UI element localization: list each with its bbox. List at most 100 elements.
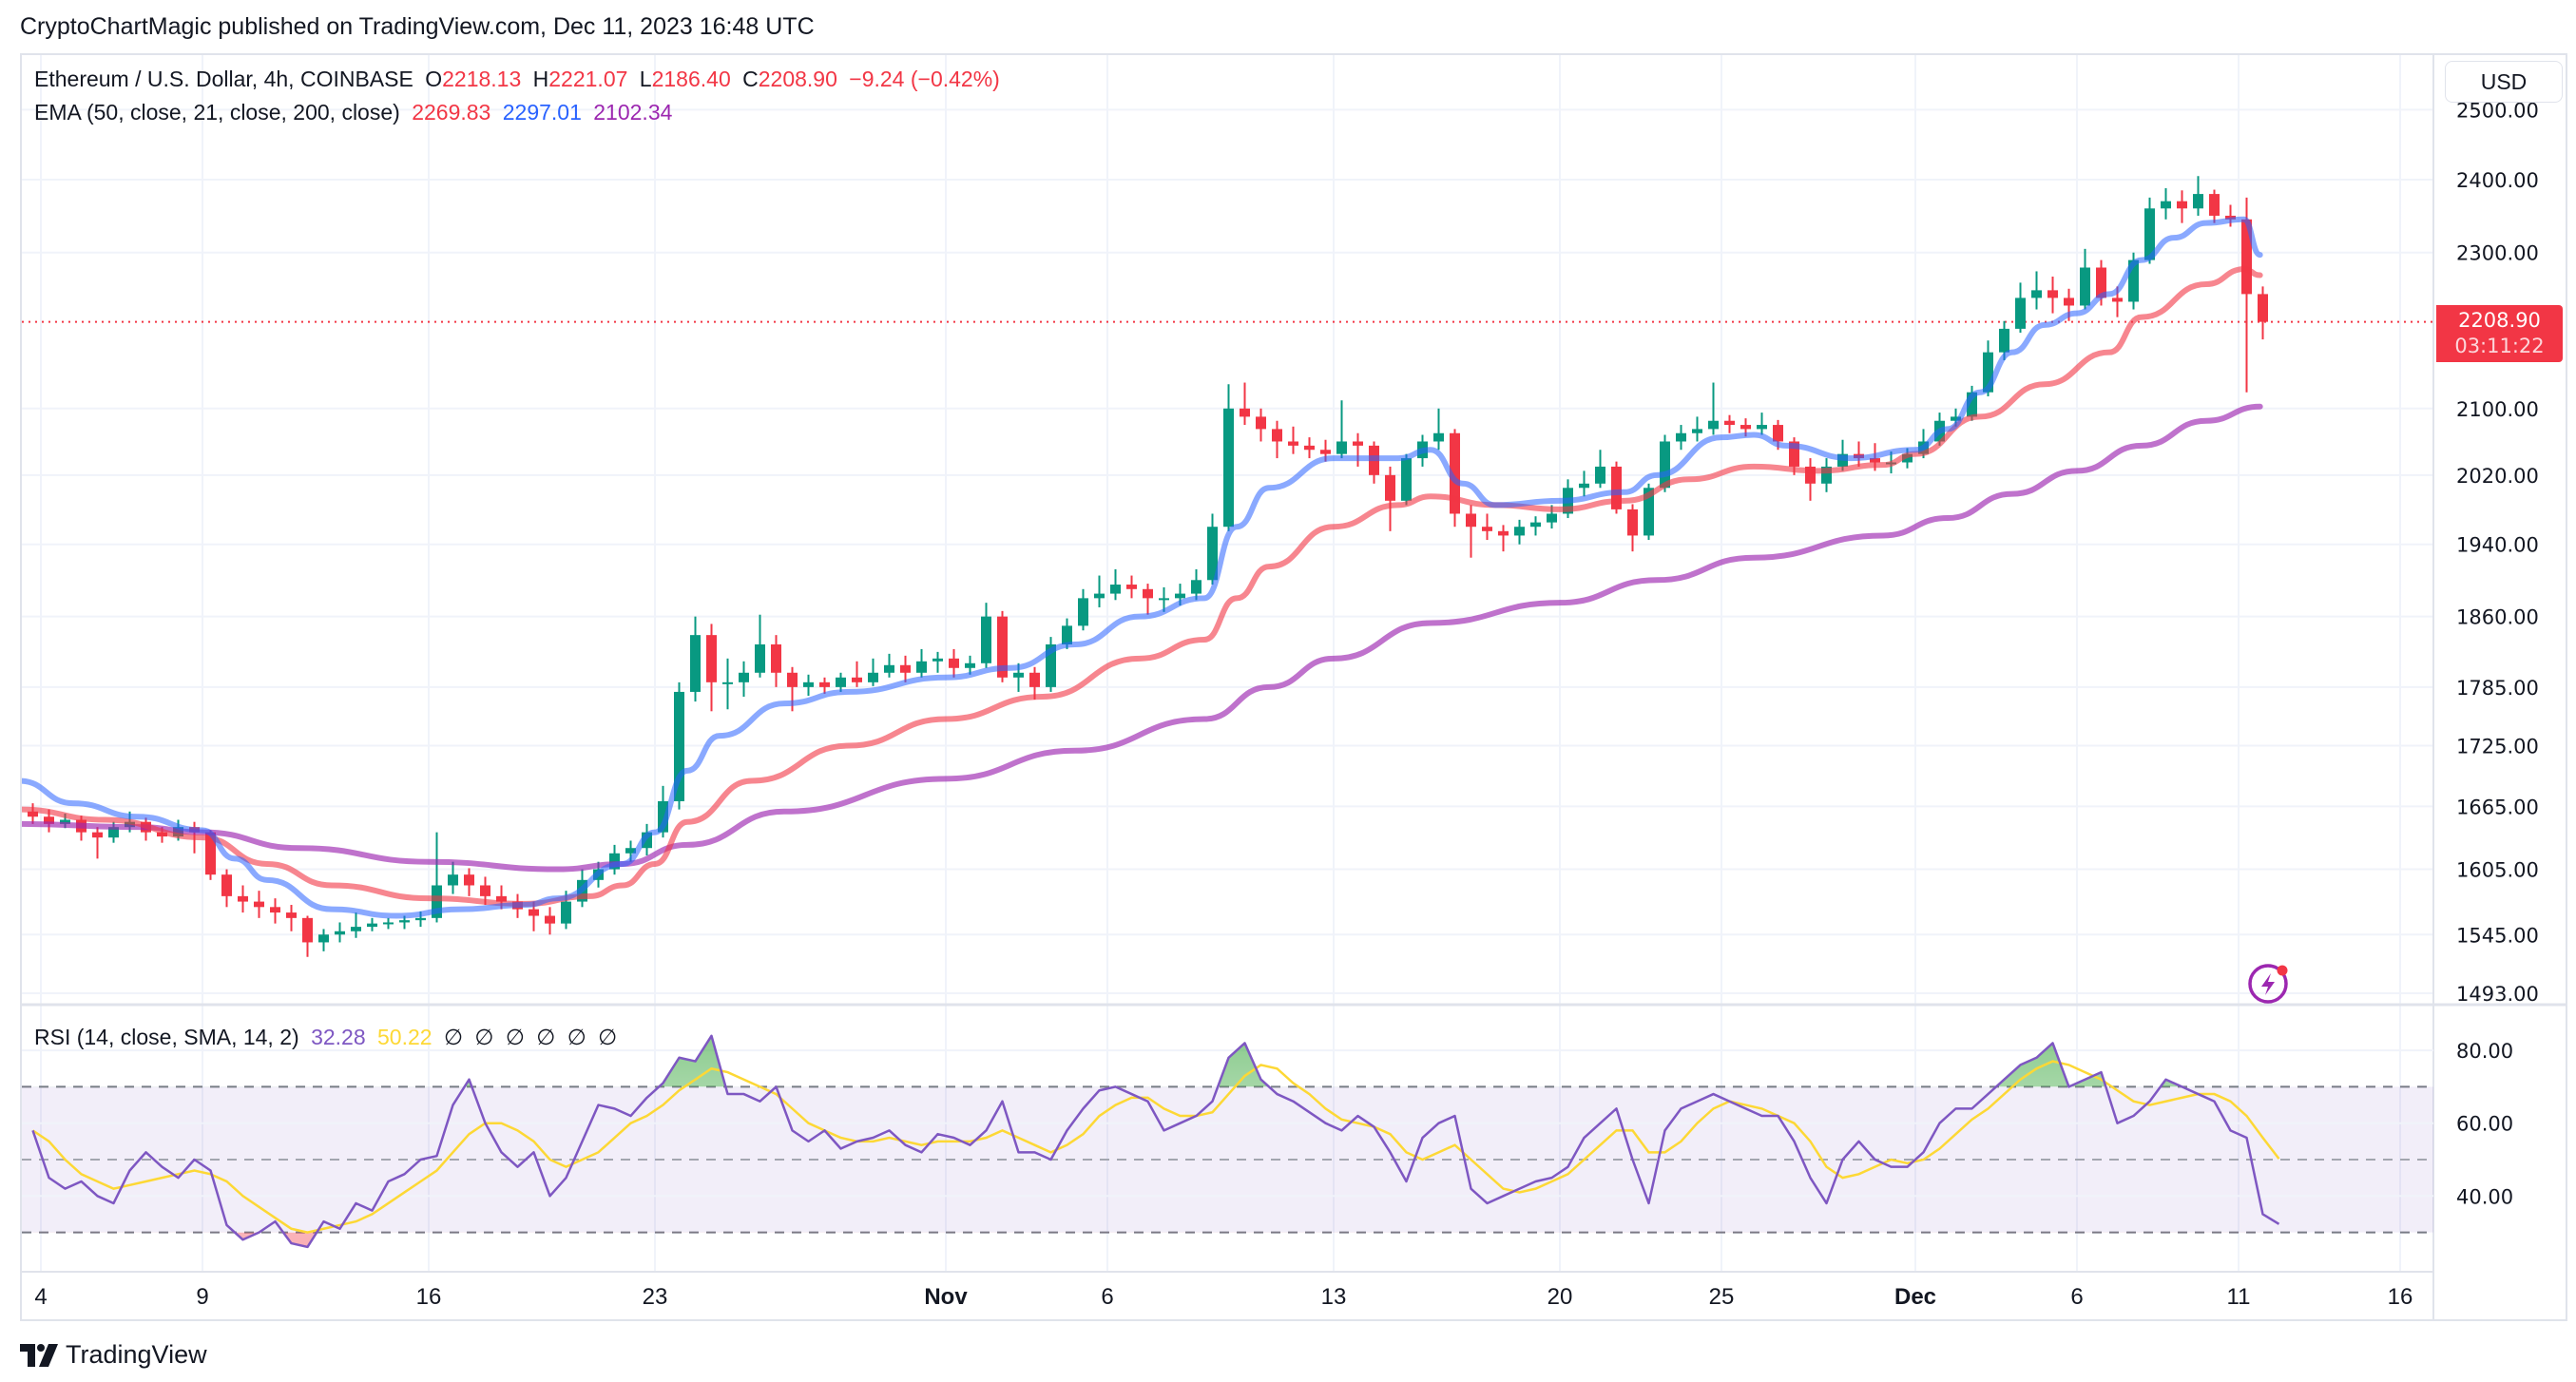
candle-body: [1902, 453, 1913, 463]
candle-body: [2015, 298, 2026, 329]
candle-body: [1353, 441, 1363, 446]
candle-body: [399, 920, 410, 923]
price-tick-label: 1605.00: [2456, 859, 2539, 882]
candle: [1336, 400, 1347, 459]
publisher-line: CryptoChartMagic published on TradingVie…: [20, 13, 815, 40]
candle: [254, 891, 264, 918]
candle: [367, 917, 377, 931]
close-label: C: [742, 67, 759, 91]
candle-body: [2258, 294, 2268, 322]
rsi-title[interactable]: RSI (14, close, SMA, 14, 2): [34, 1025, 299, 1049]
rsi-tick-label: 80.00: [2456, 1040, 2513, 1063]
candle: [2031, 271, 2042, 310]
candle: [318, 929, 329, 951]
candle-body: [1547, 513, 1557, 523]
candle: [545, 907, 555, 935]
candle: [432, 832, 442, 923]
rsi-axis[interactable]: 80.00 60.00 40.00: [2456, 1040, 2513, 1208]
candle-body: [625, 848, 636, 854]
candle: [2258, 286, 2268, 340]
candle: [238, 885, 248, 913]
price-tick-label: 2500.00: [2456, 99, 2539, 122]
candle: [302, 915, 313, 957]
candle: [1401, 453, 1412, 506]
candle: [981, 603, 991, 668]
tradingview-logo[interactable]: TradingView: [20, 1340, 207, 1370]
candle: [1207, 513, 1218, 585]
candle-body: [92, 832, 103, 838]
candle-body: [997, 616, 1008, 678]
high-label: H: [532, 67, 549, 91]
candle: [1595, 450, 1605, 489]
candle-body: [1482, 527, 1492, 531]
empty-value: ∅: [443, 1025, 464, 1049]
candle-body: [642, 832, 652, 849]
candle-body: [60, 819, 70, 824]
candle: [1094, 575, 1105, 607]
lightning-alert-icon[interactable]: [2248, 964, 2288, 1004]
time-tick-label: 6: [2070, 1284, 2083, 1310]
candle: [2241, 197, 2252, 393]
candle: [1078, 588, 1088, 631]
empty-value: ∅: [567, 1025, 586, 1049]
candle-body: [1967, 392, 1977, 417]
candle: [464, 868, 474, 896]
candle: [2193, 176, 2203, 216]
candle-body: [803, 681, 814, 687]
candle: [755, 614, 765, 678]
candle: [803, 674, 814, 696]
symbol-title[interactable]: Ethereum / U.S. Dollar, 4h, COINBASE: [34, 67, 413, 91]
candle-body: [868, 672, 878, 682]
candle-body: [916, 661, 927, 673]
candle-body: [1740, 425, 1751, 430]
candle-body: [270, 907, 280, 913]
candle-body: [496, 895, 507, 902]
candle: [1288, 426, 1298, 454]
price-axis[interactable]: 2500.00 2400.00 2300.00 2100.00 2020.00 1940.…: [2456, 99, 2539, 1006]
candle-body: [1401, 458, 1412, 501]
time-axis[interactable]: 4 9 16 23 Nov 6 13 20 25 Dec 6 11 16: [34, 1284, 2413, 1310]
last-price-value: 2208.90: [2458, 308, 2541, 332]
price-tick-label: 1940.00: [2456, 534, 2539, 557]
currency-button[interactable]: USD: [2445, 61, 2563, 103]
candle: [868, 658, 878, 686]
candle-body: [1110, 585, 1121, 594]
ema50-line: [22, 266, 2263, 907]
candle-body: [2112, 298, 2123, 302]
candle-body: [755, 643, 765, 673]
candle: [1805, 458, 1816, 501]
time-tick-label: 23: [643, 1284, 668, 1310]
candle-body: [900, 664, 911, 673]
time-tick-label: 25: [1709, 1284, 1735, 1310]
candle: [949, 648, 959, 678]
candle-body: [706, 635, 717, 682]
candle-body: [1450, 432, 1460, 514]
empty-value: ∅: [505, 1025, 525, 1049]
symbol-legend[interactable]: Ethereum / U.S. Dollar, 4h, COINBASE O22…: [34, 67, 1006, 92]
candle-body: [480, 885, 490, 896]
brand-name: TradingView: [66, 1340, 207, 1369]
candle: [1724, 414, 1735, 433]
candle-body: [1644, 488, 1654, 536]
candle-body: [44, 816, 54, 824]
time-tick-label: 6: [1101, 1284, 1113, 1310]
ema-legend[interactable]: EMA (50, close, 21, close, 200, close) 2…: [34, 100, 678, 125]
candle-body: [674, 691, 684, 801]
candle: [1159, 586, 1169, 612]
ema-title[interactable]: EMA (50, close, 21, close, 200, close): [34, 100, 400, 125]
candle-body: [2128, 259, 2139, 302]
candle: [1143, 584, 1153, 615]
candle-body: [108, 827, 119, 838]
rsi-legend[interactable]: RSI (14, close, SMA, 14, 2) 32.28 50.22 …: [34, 1025, 623, 1050]
rsi-pane: [22, 1034, 2433, 1249]
candle-body: [367, 923, 377, 928]
candle-body: [1627, 509, 1638, 536]
candle: [2144, 197, 2155, 264]
candle: [351, 912, 361, 938]
candle-body: [1336, 441, 1347, 454]
candle-body: [1126, 585, 1137, 589]
candle-body: [1773, 425, 1783, 442]
candle-body: [690, 635, 701, 692]
candle-body: [1692, 429, 1702, 433]
